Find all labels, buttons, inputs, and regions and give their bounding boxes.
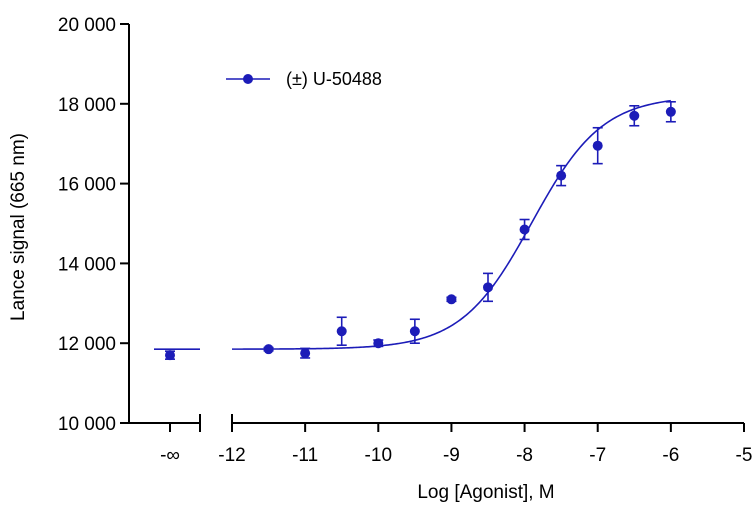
y-tick-label: 18 000	[58, 95, 116, 116]
y-tick-label: 12 000	[58, 334, 116, 355]
x-tick-label: -12	[218, 445, 245, 466]
x-tick-label: -5	[736, 445, 753, 466]
y-tick-label: 10 000	[58, 414, 116, 435]
data-point	[300, 348, 311, 359]
data-points	[165, 101, 676, 361]
x-tick-label: -9	[443, 445, 460, 466]
tick-marks	[120, 23, 745, 432]
data-point	[165, 350, 175, 361]
x-tick-label: -8	[516, 445, 533, 466]
fit-curve	[232, 99, 671, 350]
data-point	[336, 326, 347, 337]
y-tick-label: 16 000	[58, 175, 116, 196]
data-point	[446, 294, 457, 305]
data-point	[483, 282, 493, 293]
x-tick-label: -7	[589, 445, 606, 466]
data-point	[556, 170, 567, 181]
data-point	[629, 110, 640, 121]
data-point	[263, 344, 274, 355]
data-point	[409, 326, 420, 337]
x-axis-label: Log [Agonist], M	[417, 482, 554, 503]
data-point	[519, 224, 530, 235]
data-point	[373, 338, 384, 349]
legend: (±) U-50488	[226, 69, 382, 89]
x-tick-label-neg-inf: -∞	[160, 445, 180, 466]
legend-marker	[243, 74, 253, 84]
x-tick-label: -6	[662, 445, 679, 466]
axes	[128, 24, 744, 432]
data-point	[665, 106, 676, 117]
x-tick-label: -10	[365, 445, 392, 466]
legend-label: (±) U-50488	[286, 69, 382, 89]
y-tick-label: 14 000	[58, 254, 116, 275]
y-tick-label: 20 000	[58, 15, 116, 36]
data-point	[592, 140, 603, 151]
x-tick-label: -11	[292, 445, 318, 466]
y-axis-label: Lance signal (665 nm)	[8, 133, 29, 321]
fit-curve-group	[154, 99, 671, 350]
